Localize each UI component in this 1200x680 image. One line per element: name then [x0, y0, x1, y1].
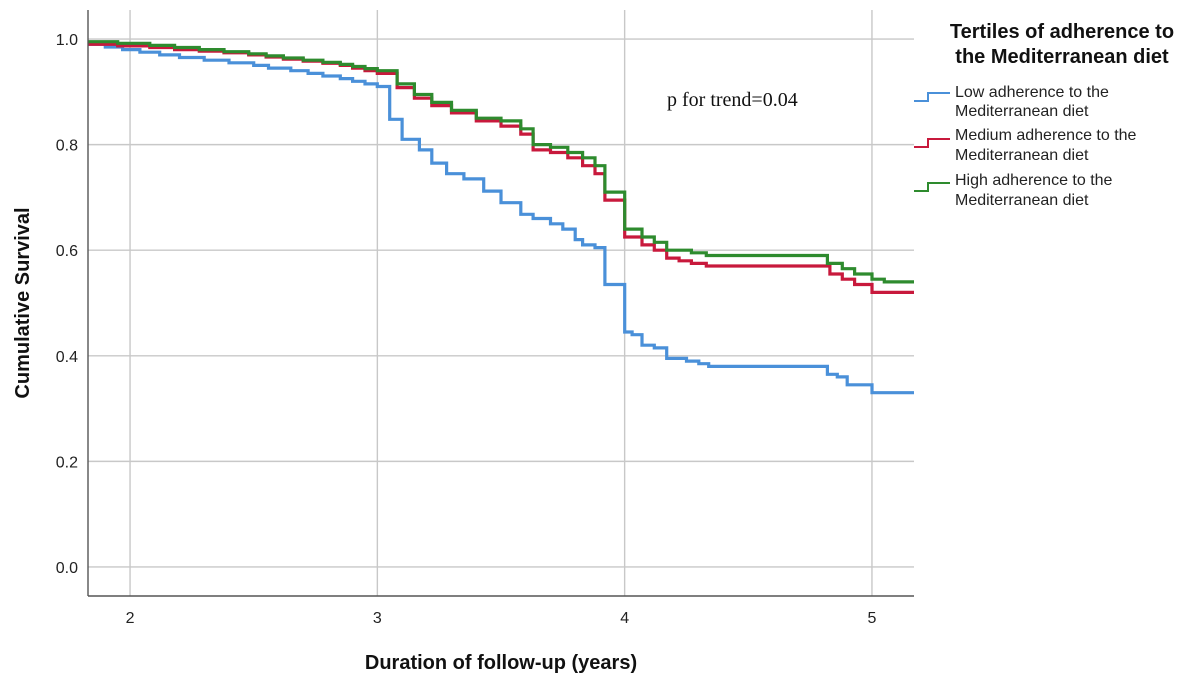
legend-swatch-low — [914, 92, 950, 102]
legend-label-high-line-2: Mediterranean diet — [955, 192, 1089, 209]
legend-label-low-line-1: Low adherence to the — [955, 84, 1109, 101]
series-line-low — [88, 42, 914, 395]
legend-title-line-2: the Mediterranean diet — [955, 46, 1169, 68]
y-tick-label: 0.2 — [56, 454, 78, 471]
legend-title-line-1: Tertiles of adherence to — [950, 21, 1174, 43]
legend-label-medium-line-1: Medium adherence to the — [955, 127, 1137, 144]
legend-item-medium: Medium adherence to the Mediterranean di… — [914, 127, 1137, 164]
legend-label-high-line-1: High adherence to the — [955, 172, 1113, 189]
legend-item-low: Low adherence to the Mediterranean diet — [914, 84, 1109, 120]
tick-layer: 0.0 0.2 0.4 0.6 0.8 1.0 2 3 4 5 — [56, 32, 877, 627]
legend: Tertiles of adherence to the Mediterrane… — [914, 21, 1174, 209]
legend-label-medium-line-2: Mediterranean diet — [955, 147, 1089, 164]
x-axis-title: Duration of follow-up (years) — [365, 652, 637, 674]
axis-layer — [87, 10, 914, 597]
y-tick-label: 0.4 — [56, 349, 78, 366]
legend-swatch-high — [914, 182, 950, 192]
y-tick-label: 0.6 — [56, 243, 78, 260]
legend-item-high: High adherence to the Mediterranean diet — [914, 172, 1113, 209]
x-tick-label: 4 — [620, 610, 629, 627]
series-layer — [88, 40, 914, 395]
legend-label-low-line-2: Mediterranean diet — [955, 103, 1089, 120]
x-tick-label: 5 — [868, 610, 877, 627]
x-tick-label: 3 — [373, 610, 382, 627]
x-tick-label: 2 — [126, 610, 135, 627]
y-tick-label: 0.0 — [56, 560, 78, 577]
y-axis-title: Cumulative Survival — [12, 207, 34, 398]
legend-swatch-medium — [914, 138, 950, 148]
y-tick-label: 0.8 — [56, 138, 78, 155]
y-tick-label: 1.0 — [56, 32, 78, 49]
p-trend-annotation: p for trend=0.04 — [667, 89, 798, 111]
series-line-high — [88, 40, 914, 284]
